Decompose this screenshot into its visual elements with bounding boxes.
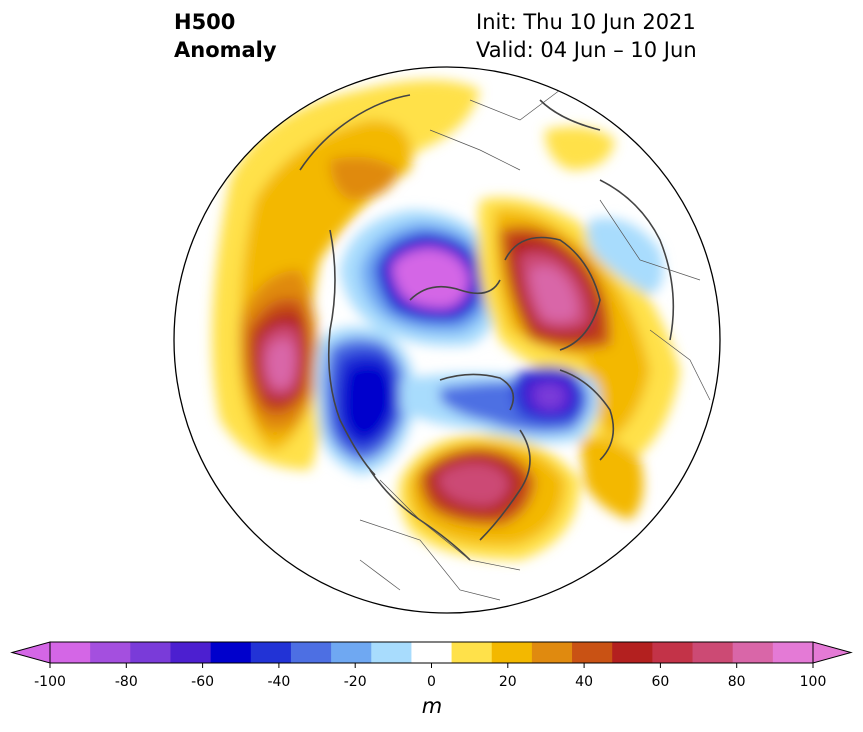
colorbar-tick-label: 60 [651,674,670,690]
contour-positive-10c [545,126,615,170]
colorbar-tick-label: 0 [427,674,436,690]
colorbar-segment [50,642,91,663]
contour-negative-10b [586,218,664,295]
colorbar-segment [90,642,131,663]
valid-range: Valid: 04 Jun – 10 Jun [476,38,697,62]
colorbar-segment [210,642,252,663]
polar-map [173,66,721,614]
colorbar-tick-label: -20 [343,674,367,690]
anomaly-field [174,67,720,613]
colorbar-segment [531,642,573,663]
colorbar-tick-label: -100 [34,674,66,690]
map-boundary [173,66,721,614]
title-type: Anomaly [174,38,277,62]
colorbar-segment [692,642,734,663]
political-borders [359,89,711,601]
contour-positive-70b [530,266,578,322]
contour-negative-70 [534,384,565,410]
colorbar-segment [612,642,653,663]
colorbar-segment [290,642,332,663]
contour-positive-30b [330,156,400,200]
contour-positive-60d [438,462,510,506]
colorbar-segment [371,642,412,663]
coastlines [299,94,675,561]
colorbar-tick-label: 100 [799,674,827,690]
title-variable: H500 [174,10,236,34]
colorbar-segment [652,642,694,663]
colorbar-over-arrow [812,641,853,664]
colorbar-segment [732,642,774,663]
colorbar-segment [130,642,171,663]
colorbar-segment [250,642,292,663]
contour-negative-50 [343,363,392,440]
contour-positive-70 [266,339,295,388]
colorbar-tick-label: 40 [575,674,594,690]
colorbar-segment [331,642,372,663]
colorbar-segment [772,642,814,663]
colorbar-segment [170,642,212,663]
colorbar-tick-label: -40 [267,674,291,690]
colorbar-tick-label: -80 [114,674,138,690]
colorbar-under-arrow [10,641,51,664]
colorbar-tick-label: -60 [191,674,215,690]
colorbar-segment [451,642,493,663]
colorbar-units: m [421,694,443,718]
contour-positive-20e [580,437,644,520]
colorbar [10,641,853,668]
colorbar-segment [572,642,613,663]
init-time: Init: Thu 10 Jun 2021 [476,10,696,34]
colorbar-segment [491,642,533,663]
colorbar-segment [411,642,453,663]
colorbar-tick-label: 80 [727,674,746,690]
title-left: H500 Anomaly [174,8,277,64]
title-right: Init: Thu 10 Jun 2021 Valid: 04 Jun – 10… [476,8,697,64]
contour-negative-80 [392,248,469,309]
colorbar-tick-label: 20 [498,674,517,690]
